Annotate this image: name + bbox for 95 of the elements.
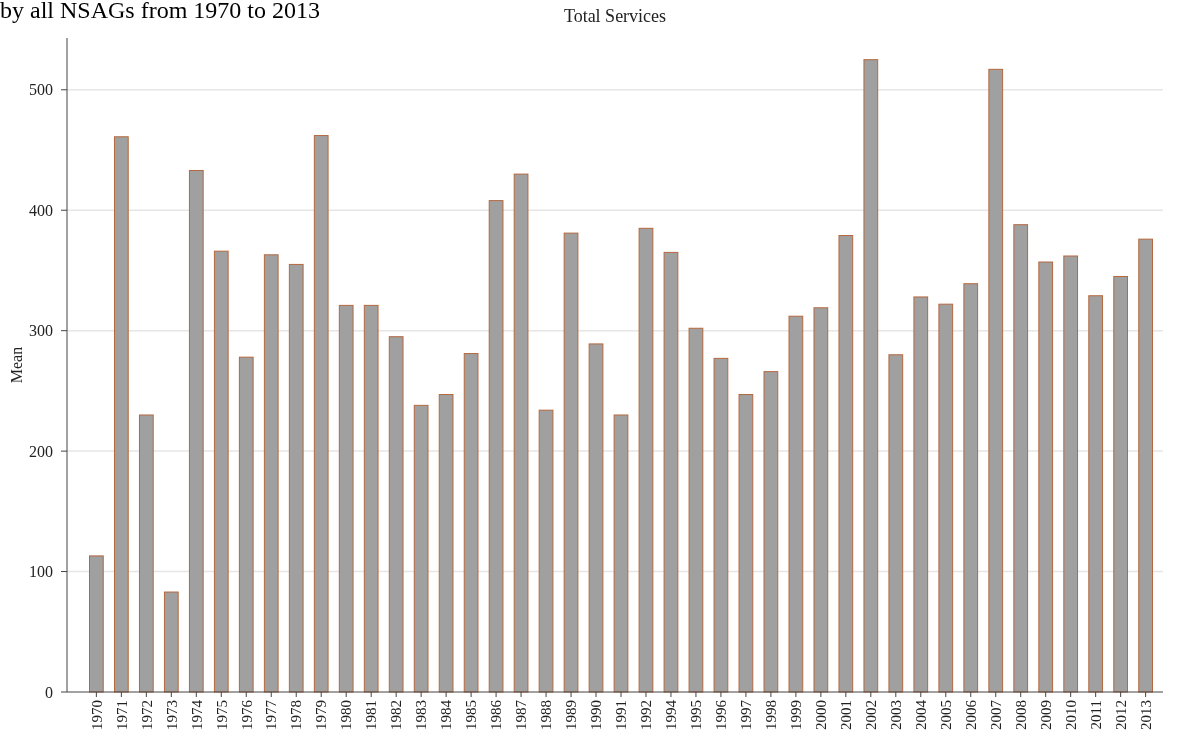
bar xyxy=(588,343,604,693)
x-tick-label: 1974 xyxy=(188,699,205,730)
y-tick-label: 100 xyxy=(29,563,53,581)
x-tick-label: 1991 xyxy=(613,700,630,730)
bar xyxy=(438,394,454,693)
x-tick-label: 1986 xyxy=(488,699,505,730)
x-tick-label: 2008 xyxy=(1012,700,1029,730)
bar xyxy=(263,254,279,693)
bar xyxy=(463,353,479,693)
y-tick-label: 0 xyxy=(45,683,53,701)
x-tick-label: 2003 xyxy=(888,700,905,730)
x-tick-label: 1971 xyxy=(113,700,130,730)
x-tick-label: 1994 xyxy=(663,699,680,730)
x-tick-label: 2009 xyxy=(1037,700,1054,730)
x-tick-label: 1990 xyxy=(588,700,605,730)
bar xyxy=(413,404,429,693)
bar xyxy=(338,304,354,693)
bar xyxy=(913,296,929,693)
x-tick-label: 1979 xyxy=(313,700,330,730)
bar xyxy=(838,235,854,693)
bar xyxy=(988,68,1004,693)
bar xyxy=(363,304,379,693)
x-tick-label: 1983 xyxy=(413,700,430,730)
bar xyxy=(963,283,979,693)
bar xyxy=(1063,255,1079,693)
y-axis-title: Mean xyxy=(8,346,25,384)
x-tick-label: 1995 xyxy=(688,700,705,730)
x-tick-label: 1996 xyxy=(713,699,730,730)
x-tick-label: 1976 xyxy=(238,699,255,730)
x-tick-label: 1998 xyxy=(763,700,780,730)
bar xyxy=(638,227,654,693)
bar xyxy=(813,307,829,693)
bar xyxy=(513,173,529,693)
x-tick-label: 2000 xyxy=(813,700,830,730)
bar xyxy=(613,414,629,693)
text: by all NSAGs from 1970 to 2013 xyxy=(0,0,320,23)
x-tick-label: 1973 xyxy=(163,700,180,730)
x-tick-label: 1989 xyxy=(563,700,580,730)
x-tick-label: 1977 xyxy=(263,699,280,730)
x-tick-label: 1997 xyxy=(738,699,755,730)
y-tick-label: 500 xyxy=(29,81,53,99)
x-tick-label: 1987 xyxy=(513,699,530,730)
x-tick-label: 2004 xyxy=(913,699,930,730)
bar xyxy=(213,250,229,693)
x-tick-label: 2010 xyxy=(1062,700,1079,730)
bar xyxy=(1038,261,1054,693)
x-tick-label: 2011 xyxy=(1087,700,1104,730)
chart-title: Total Services xyxy=(563,6,667,26)
x-tick-label: 2012 xyxy=(1112,700,1129,730)
bar xyxy=(313,135,329,693)
x-tick-label: 2005 xyxy=(938,700,955,730)
bar xyxy=(538,409,554,693)
y-tick-label: 300 xyxy=(29,322,53,340)
bar xyxy=(163,591,179,693)
x-tick-label: 2001 xyxy=(838,700,855,730)
bar xyxy=(1113,275,1129,693)
x-tick-label: 2002 xyxy=(863,700,880,730)
bar xyxy=(388,336,404,693)
x-tick-label: 1970 xyxy=(88,700,105,730)
bar xyxy=(663,251,679,693)
bar xyxy=(238,356,254,693)
y-tick-label: 400 xyxy=(29,201,53,219)
bar xyxy=(788,315,804,693)
bar xyxy=(1138,238,1153,693)
bar xyxy=(738,394,754,693)
bar xyxy=(113,136,129,693)
x-tick-label: 1999 xyxy=(788,700,805,730)
x-tick-label: 1982 xyxy=(388,700,405,730)
bar xyxy=(188,169,204,693)
bar xyxy=(138,414,154,693)
bar xyxy=(938,303,954,693)
bar xyxy=(89,555,104,693)
x-tick-label: 1978 xyxy=(288,700,305,730)
x-tick-label: 1985 xyxy=(463,700,480,730)
bar xyxy=(563,232,579,693)
bar xyxy=(863,59,879,693)
x-tick-label: 1980 xyxy=(338,700,355,730)
bar xyxy=(288,263,304,693)
x-tick-label: 1988 xyxy=(538,700,555,730)
bar xyxy=(1013,224,1029,693)
bar xyxy=(888,354,904,693)
x-tick-label: 1984 xyxy=(438,699,455,730)
x-tick-label: 2007 xyxy=(987,699,1004,730)
x-tick-label: 2006 xyxy=(963,699,979,730)
x-tick-label: 1975 xyxy=(213,700,230,730)
x-tick-label: 1981 xyxy=(363,700,380,730)
bar xyxy=(713,357,729,693)
x-tick-label: 1992 xyxy=(638,700,655,730)
bar xyxy=(688,327,704,693)
bar xyxy=(763,371,779,693)
bar xyxy=(1088,295,1104,693)
bar xyxy=(488,200,504,693)
x-tick-label: 2013 xyxy=(1137,700,1154,730)
y-tick-label: 200 xyxy=(29,442,53,460)
x-tick-label: 1972 xyxy=(138,700,155,730)
